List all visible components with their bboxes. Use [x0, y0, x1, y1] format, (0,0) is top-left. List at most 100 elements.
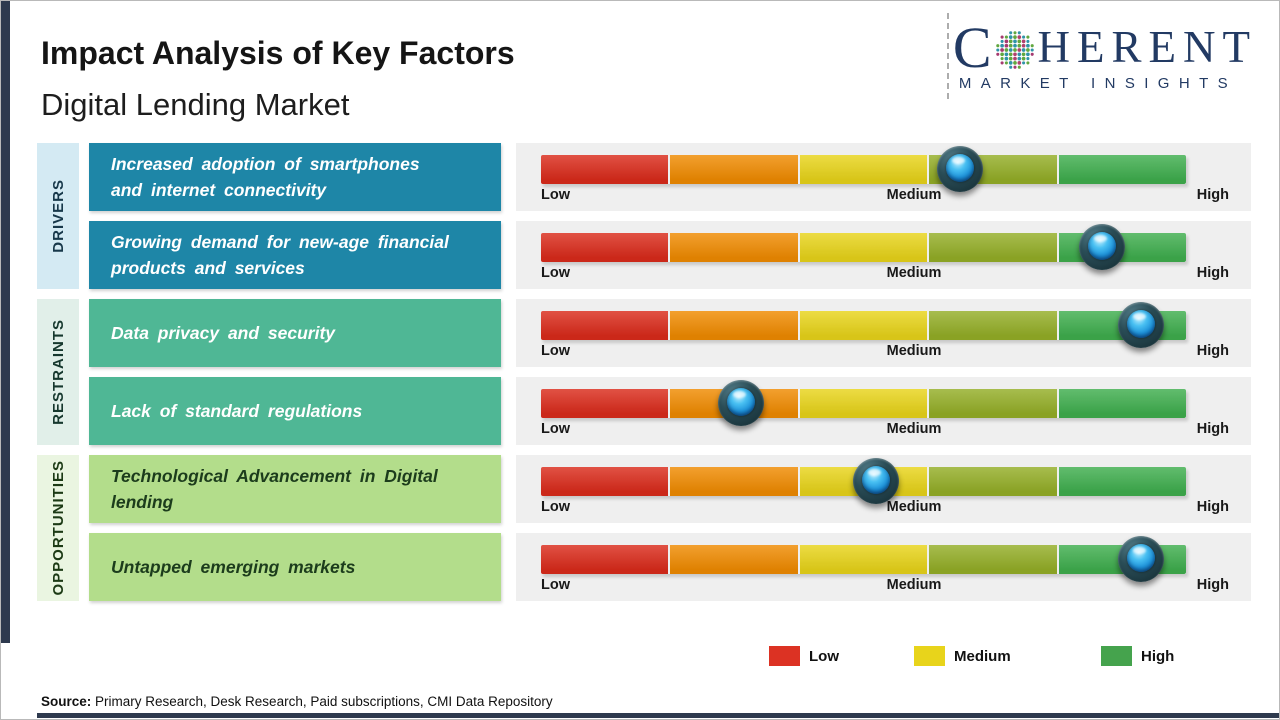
scale-segment-red: [541, 233, 669, 262]
logo-wordmark-rest: HERENT: [1037, 22, 1257, 73]
scale-segment-red: [541, 545, 669, 574]
scale-segment-yellow-green: [929, 467, 1057, 496]
section-opportunities: OPPORTUNITIES Technological Advancement i…: [37, 455, 1251, 601]
scale-segment-orange: [670, 155, 798, 184]
factor-label-box: Technological Advancement in Digital len…: [89, 455, 501, 523]
scale-label-low: Low: [541, 499, 570, 515]
factor-row: Untapped emerging markets Low Medium High: [89, 533, 1251, 601]
factor-label-box: Lack of standard regulations: [89, 377, 501, 445]
scale-segment-green: [1058, 467, 1187, 496]
scale-segment-yellow-green: [929, 233, 1057, 262]
scale-segment-yellow: [799, 545, 928, 574]
impact-marker-glint: [732, 391, 746, 398]
factor-label-box: Growing demand for new-age financial pro…: [89, 221, 501, 289]
impact-marker-glint: [1132, 313, 1146, 320]
scale-label-low: Low: [541, 187, 570, 203]
scale-label-medium: Medium: [886, 187, 942, 203]
scale-label-medium: Medium: [886, 499, 942, 515]
category-label: RESTRAINTS: [49, 319, 67, 425]
impact-marker: [1117, 302, 1164, 348]
scale-label-high: High: [1196, 343, 1229, 359]
factor-rows: Data privacy and security Low Medium High La…: [89, 299, 1251, 445]
legend-label: Low: [809, 647, 839, 665]
scale-segment-red: [541, 311, 669, 340]
factor-label-box: Increased adoption of smartphones and in…: [89, 143, 501, 211]
scale-label-medium: Medium: [886, 265, 942, 281]
header-dashed-divider: [947, 13, 949, 99]
category-strip-restraints: RESTRAINTS: [37, 299, 79, 445]
impact-scale-panel: Low Medium High: [516, 221, 1251, 289]
scale-segment-yellow: [799, 233, 928, 262]
factor-row: Growing demand for new-age financial pro…: [89, 221, 1251, 289]
factor-row: Data privacy and security Low Medium High: [89, 299, 1251, 367]
impact-marker-glint: [1132, 547, 1146, 554]
logo-letter-c: C: [952, 15, 992, 80]
impact-marker: [1117, 536, 1164, 582]
category-label: OPPORTUNITIES: [49, 460, 67, 596]
scale-segment-yellow: [799, 311, 928, 340]
impact-scale-bar: [541, 467, 1187, 496]
category-label: DRIVERS: [49, 179, 67, 253]
scale-label-high: High: [1196, 421, 1229, 437]
scale-segment-orange: [670, 233, 798, 262]
scale-segment-yellow: [799, 155, 928, 184]
impact-scale-panel: Low Medium High: [516, 533, 1251, 601]
scale-segment-green: [1058, 155, 1187, 184]
scale-label-low: Low: [541, 265, 570, 281]
impact-marker-glint: [952, 157, 966, 164]
logo-wordmark: C HERENT: [952, 15, 1257, 80]
scale-segment-orange: [670, 311, 798, 340]
left-accent-bar: [1, 1, 10, 643]
scale-segment-red: [541, 389, 669, 418]
factor-label: Data privacy and security: [111, 322, 336, 343]
legend-item-low: Low: [769, 646, 839, 666]
section-drivers: DRIVERS Increased adoption of smartphones…: [37, 143, 1251, 289]
scale-segment-red: [541, 155, 669, 184]
impact-scale-bar: [541, 389, 1187, 418]
impact-scale-bar: [541, 311, 1187, 340]
factor-rows: Technological Advancement in Digital len…: [89, 455, 1251, 601]
impact-marker: [937, 146, 984, 192]
category-strip-opportunities: OPPORTUNITIES: [37, 455, 79, 601]
factor-label: Growing demand for new-age financial pro…: [111, 231, 449, 278]
legend-swatch-low: [769, 646, 800, 666]
scale-label-medium: Medium: [886, 577, 942, 593]
legend-item-medium: Medium: [914, 646, 1011, 666]
scale-label-medium: Medium: [886, 343, 942, 359]
impact-scale-panel: Low Medium High: [516, 377, 1251, 445]
factor-label: Lack of standard regulations: [111, 400, 363, 421]
source-note: Source: Primary Research, Desk Research,…: [41, 694, 553, 709]
impact-marker: [1079, 224, 1126, 270]
factor-row: Increased adoption of smartphones and in…: [89, 143, 1251, 211]
scale-segment-yellow-green: [929, 311, 1057, 340]
legend-label: High: [1141, 647, 1175, 665]
section-restraints: RESTRAINTS Data privacy and security Low Me…: [37, 299, 1251, 445]
legend-item-high: High: [1101, 646, 1174, 666]
impact-analysis-sections: DRIVERS Increased adoption of smartphones…: [37, 143, 1251, 611]
impact-marker: [853, 458, 900, 504]
scale-label-high: High: [1196, 577, 1229, 593]
source-prefix: Source:: [41, 694, 92, 709]
source-text: Primary Research, Desk Research, Paid su…: [91, 694, 553, 709]
coherent-market-insights-logo: C HERENT MARKET INSIGHTS: [952, 15, 1257, 92]
logo-dot-globe-icon: [995, 30, 1035, 70]
category-strip-drivers: DRIVERS: [37, 143, 79, 289]
impact-scale-bar: [541, 545, 1187, 574]
factor-label: Increased adoption of smartphones and in…: [111, 153, 420, 200]
impact-marker: [717, 380, 764, 426]
impact-marker-glint: [1094, 235, 1108, 242]
factor-rows: Increased adoption of smartphones and in…: [89, 143, 1251, 289]
page-title: Impact Analysis of Key Factors: [41, 35, 515, 71]
scale-segment-green: [1058, 389, 1187, 418]
scale-segment-orange: [670, 467, 798, 496]
scale-label-low: Low: [541, 421, 570, 437]
scale-segment-yellow: [799, 389, 928, 418]
factor-row: Technological Advancement in Digital len…: [89, 455, 1251, 523]
legend-label: Medium: [954, 647, 1011, 665]
scale-label-low: Low: [541, 343, 570, 359]
factor-label-box: Untapped emerging markets: [89, 533, 501, 601]
impact-scale-panel: Low Medium High: [516, 143, 1251, 211]
scale-segment-orange: [670, 545, 798, 574]
scale-label-medium: Medium: [886, 421, 942, 437]
